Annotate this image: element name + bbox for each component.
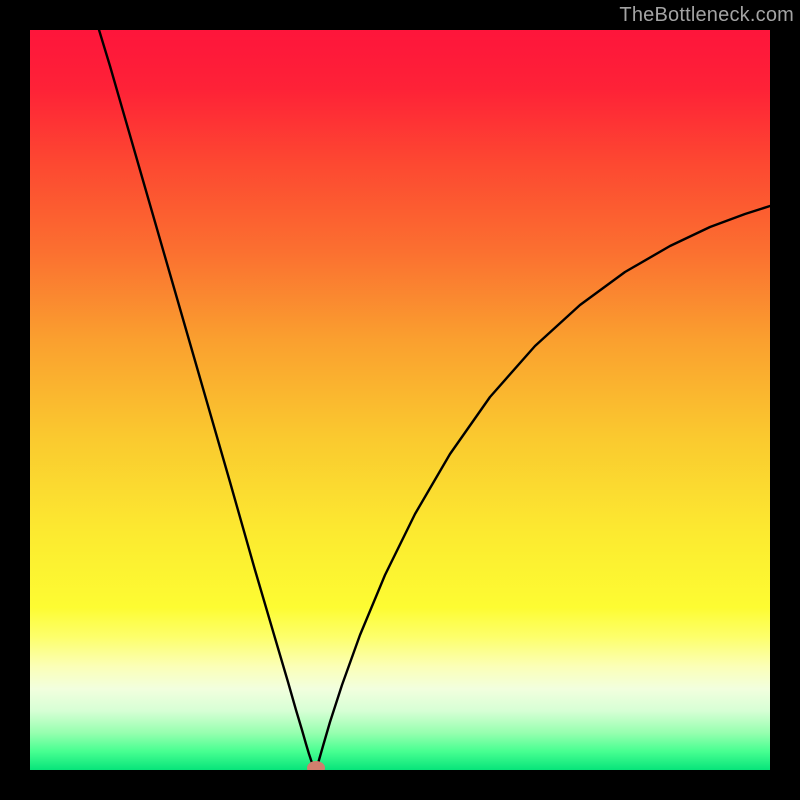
plot-area xyxy=(30,30,770,770)
bottleneck-curve xyxy=(30,30,770,770)
watermark-text: TheBottleneck.com xyxy=(619,4,794,27)
optimum-marker xyxy=(307,761,325,770)
